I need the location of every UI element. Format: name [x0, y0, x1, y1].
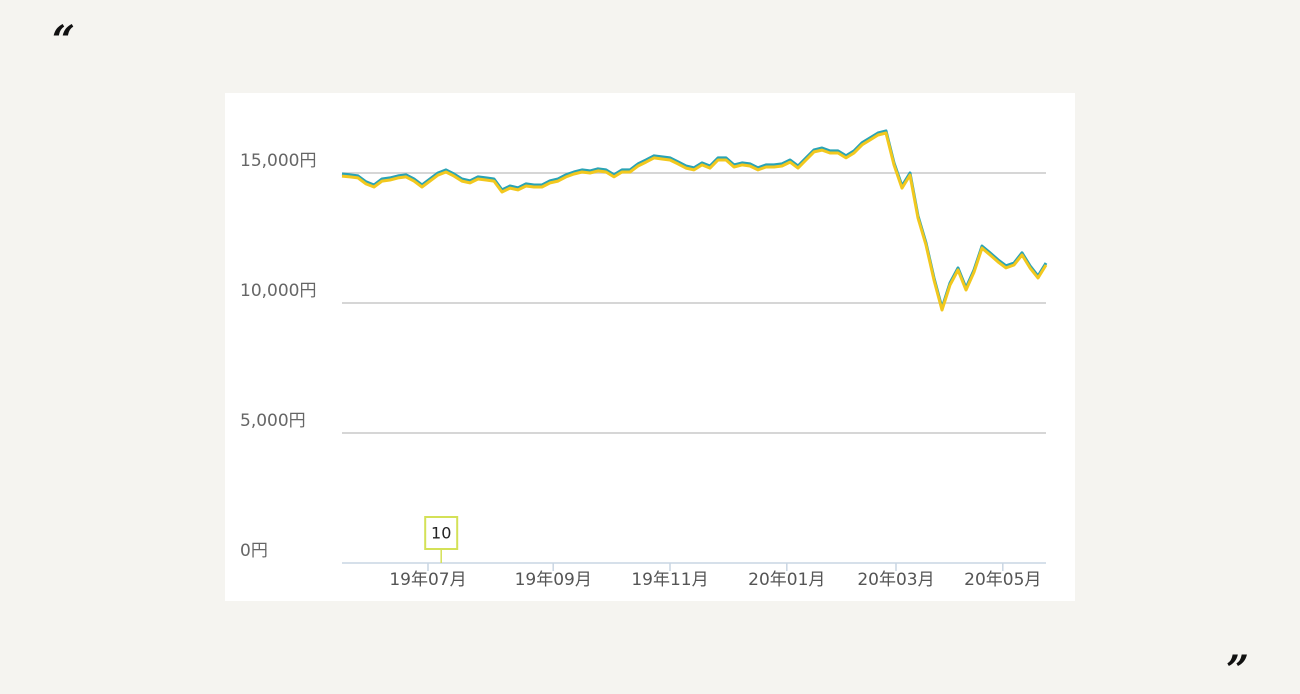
- x-tick-label: 20年03月: [857, 570, 934, 590]
- y-tick-label: 0円: [240, 541, 268, 561]
- series-line: [341, 131, 1048, 312]
- quote-open: “: [52, 17, 75, 64]
- x-tick-label: 19年07月: [389, 570, 466, 590]
- y-tick-label: 15,000円: [240, 151, 316, 171]
- x-tick-label: 19年09月: [515, 570, 592, 590]
- x-tick-label: 19年11月: [631, 570, 708, 590]
- annotation-box: [424, 516, 459, 550]
- y-tick-label: 5,000円: [240, 411, 306, 431]
- chart-card: [225, 93, 1075, 601]
- x-tick-label: 20年05月: [964, 570, 1041, 590]
- x-tick-label: 20年01月: [748, 570, 825, 590]
- annotation-text: 10: [431, 524, 451, 543]
- chart: 0円 5,000円 10,000円 15,000円 19年07月 19年09月 19年11月…: [240, 129, 1048, 590]
- quote-close: ”: [1226, 647, 1249, 694]
- y-tick-label: 10,000円: [240, 281, 316, 301]
